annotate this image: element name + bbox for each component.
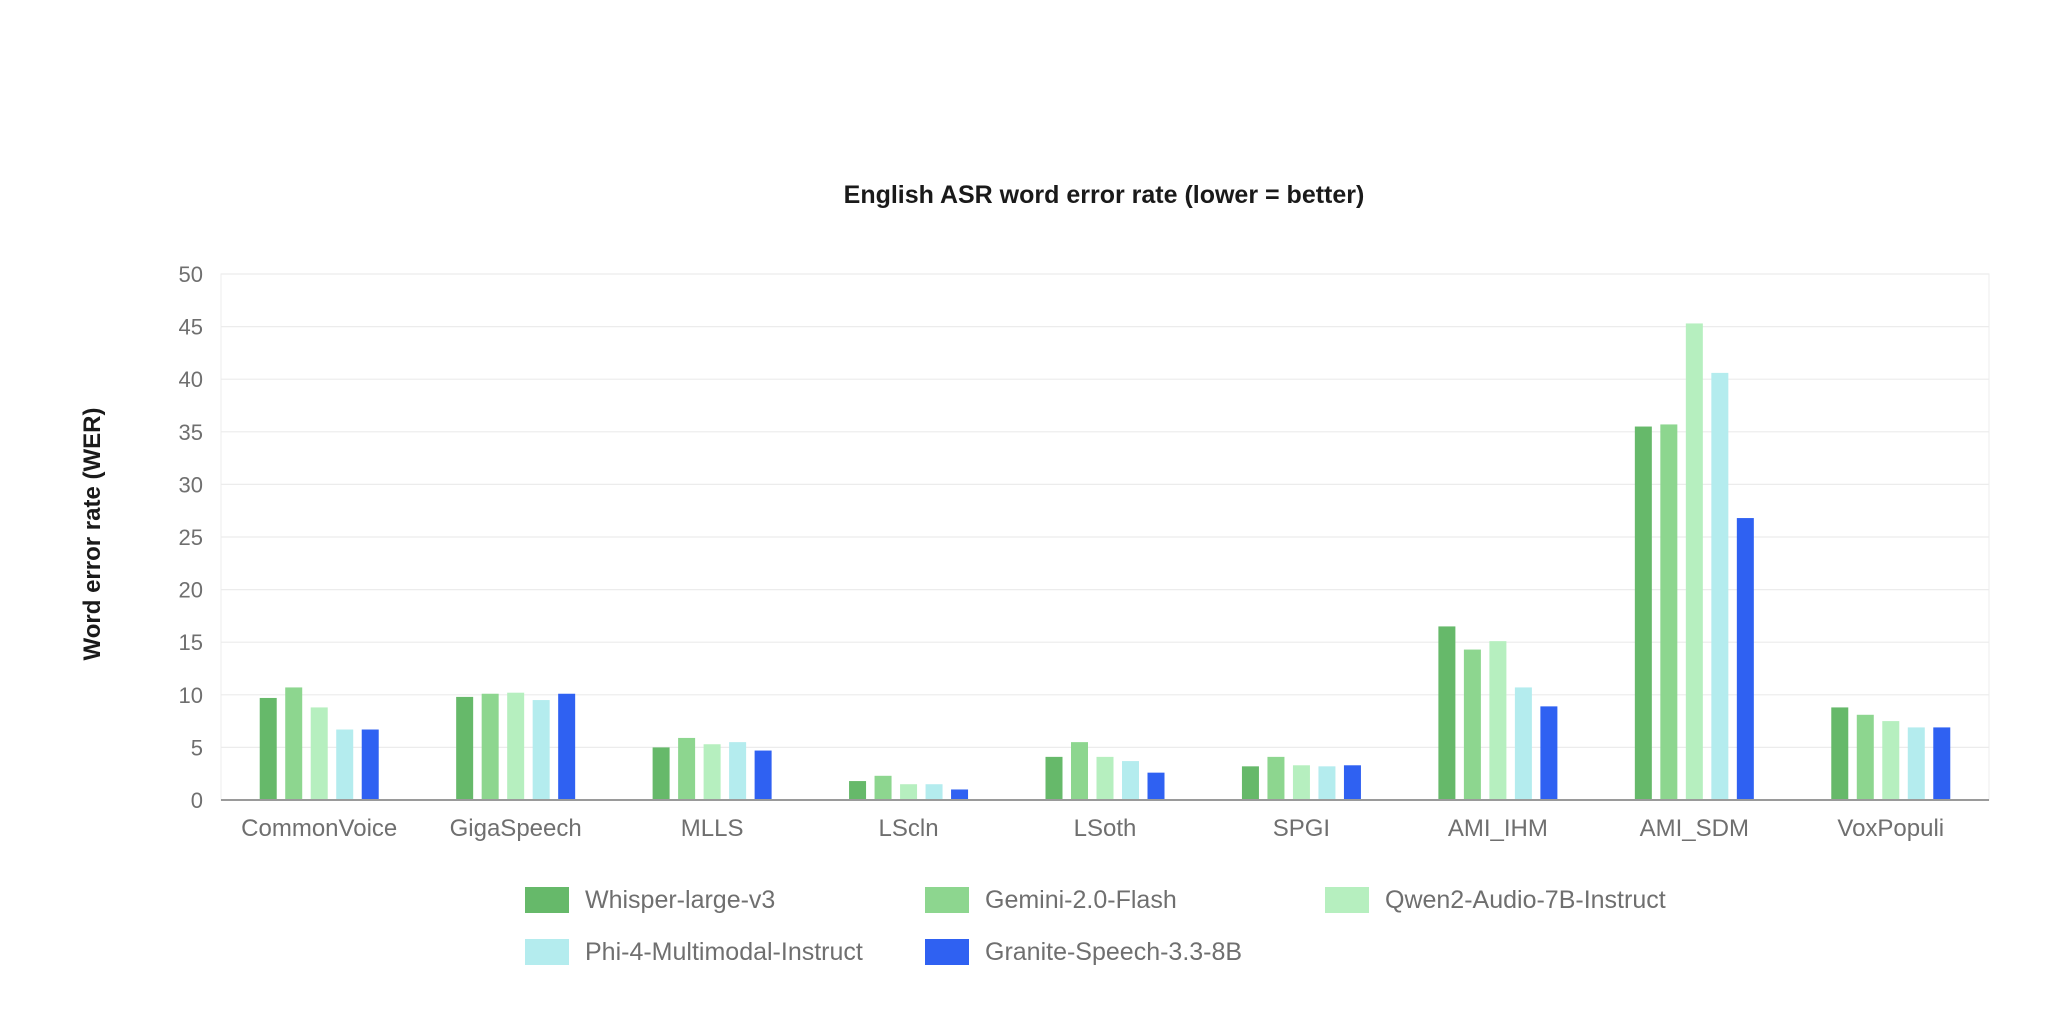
- y-tick-label: 50: [179, 262, 203, 287]
- bar: [1514, 687, 1532, 800]
- bar: [849, 781, 867, 800]
- bar: [1660, 424, 1678, 800]
- bar: [1685, 323, 1703, 800]
- x-tick-label: AMI_SDM: [1640, 815, 1749, 842]
- bar: [951, 789, 969, 800]
- bar: [558, 693, 576, 800]
- bar: [1147, 772, 1165, 800]
- bar: [1292, 765, 1310, 800]
- bar: [1318, 766, 1336, 800]
- legend-label: Qwen2-Audio-7B-Instruct: [1385, 885, 1666, 914]
- bar: [1045, 756, 1063, 800]
- bar: [652, 747, 670, 800]
- legend-swatch: [1325, 887, 1369, 913]
- bar: [1907, 727, 1925, 800]
- x-tick-label: SPGI: [1273, 815, 1330, 842]
- legend-item: Qwen2-Audio-7B-Instruct: [1325, 885, 1666, 915]
- y-tick-label: 40: [179, 367, 203, 392]
- bar: [285, 687, 303, 800]
- bar: [1856, 714, 1874, 800]
- legend-label: Granite-Speech-3.3-8B: [985, 937, 1243, 966]
- bar: [361, 729, 379, 800]
- bar: [754, 750, 772, 800]
- bar: [1736, 518, 1754, 800]
- legend-swatch: [925, 887, 969, 913]
- bar: [1241, 766, 1259, 800]
- bar: [900, 784, 918, 800]
- legend-item: Whisper-large-v3: [525, 885, 775, 915]
- legend-item: Gemini-2.0-Flash: [925, 885, 1177, 915]
- bar: [336, 729, 354, 800]
- y-tick-label: 5: [191, 735, 203, 760]
- legend: Whisper-large-v3 Gemini-2.0-Flash Qwen2-Au…: [525, 885, 1825, 995]
- x-tick-label: GigaSpeech: [450, 815, 582, 842]
- bar: [874, 775, 892, 800]
- bar: [259, 697, 277, 800]
- legend-item: Granite-Speech-3.3-8B: [925, 937, 1242, 967]
- bar: [1438, 626, 1456, 800]
- legend-swatch: [525, 939, 569, 965]
- bar: [925, 784, 943, 800]
- bar: [1122, 761, 1139, 800]
- bar: [1096, 756, 1114, 800]
- bar: [1343, 765, 1361, 800]
- chart-title: English ASR word error rate (lower = bet…: [843, 181, 1365, 209]
- bar: [481, 693, 499, 800]
- bar: [1711, 372, 1729, 800]
- x-tick-label: LSoth: [1074, 815, 1137, 842]
- y-tick-label: 25: [179, 525, 203, 550]
- x-tick-label: VoxPopuli: [1837, 815, 1944, 842]
- legend-swatch: [525, 887, 569, 913]
- x-tick-label: LScln: [879, 815, 939, 842]
- y-tick-label: 20: [179, 578, 203, 603]
- y-tick-label: 30: [179, 472, 203, 497]
- bar: [456, 696, 474, 800]
- bar: [507, 692, 525, 800]
- legend-swatch: [925, 939, 969, 965]
- legend-label: Phi-4-Multimodal-Instruct: [585, 937, 863, 966]
- bar: [310, 707, 328, 800]
- y-tick-label: 15: [179, 630, 203, 655]
- y-tick-label: 0: [191, 788, 203, 813]
- y-tick-label: 45: [179, 315, 203, 340]
- bar: [703, 744, 721, 800]
- bar: [1489, 641, 1507, 800]
- bar: [532, 700, 550, 800]
- bar: [1071, 742, 1088, 800]
- bar: [729, 742, 747, 800]
- x-tick-label: AMI_IHM: [1448, 815, 1548, 842]
- bar: [1831, 707, 1849, 800]
- x-tick-label: CommonVoice: [241, 815, 397, 842]
- y-tick-label: 10: [179, 683, 203, 708]
- x-tick-label: MLLS: [681, 815, 744, 842]
- legend-label: Whisper-large-v3: [585, 885, 776, 914]
- bar: [678, 737, 696, 800]
- bar: [1463, 649, 1481, 800]
- bar: [1540, 706, 1558, 800]
- bar: [1634, 426, 1652, 800]
- legend-label: Gemini-2.0-Flash: [985, 885, 1177, 914]
- legend-item: Phi-4-Multimodal-Instruct: [525, 937, 863, 967]
- bar: [1933, 727, 1951, 800]
- y-tick-label: 35: [179, 420, 203, 445]
- bar: [1882, 721, 1900, 800]
- bar: [1267, 756, 1285, 800]
